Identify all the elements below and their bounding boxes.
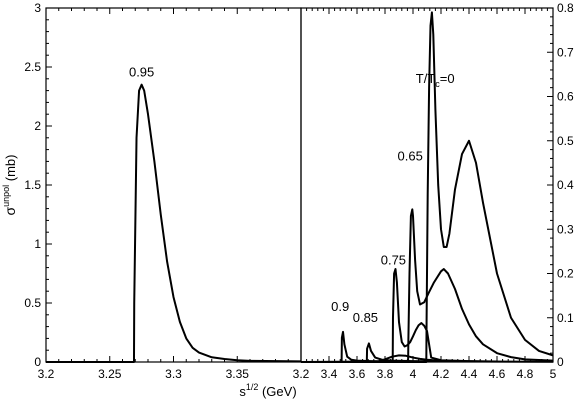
right-x-tick-label: 4.6 xyxy=(489,367,506,381)
right-series-curve xyxy=(301,208,554,363)
left-series-curve xyxy=(46,83,302,363)
right-y-tick-label: 0.2 xyxy=(557,267,574,281)
right-x-tick-label: 4.4 xyxy=(461,367,478,381)
right-x-ticks: 3.2 3.4 3.6 3.8 4 4.2 4.4 4.6 4.8 5 xyxy=(293,8,557,381)
right-x-tick-label: 3.6 xyxy=(349,367,366,381)
y-axis-label: σunpol (mb) xyxy=(1,154,18,215)
right-series-curve xyxy=(301,342,484,363)
left-panel: 3.2 3.25 3.3 3.35 0 0.5 1 1.5 2 2.5 3 0.95 xyxy=(24,1,302,381)
right-series-label: 0.9 xyxy=(331,299,349,314)
left-y-tick-label: 0 xyxy=(34,355,41,369)
right-y-tick-label: 0.6 xyxy=(557,90,574,104)
right-y-tick-label: 0.8 xyxy=(557,1,574,15)
right-y-tick-label: 0.3 xyxy=(557,222,574,236)
left-curves xyxy=(46,83,302,363)
right-x-tick-label: 3.4 xyxy=(321,367,338,381)
x-axis-label: s1/2 (GeV) xyxy=(239,382,296,399)
right-x-tick-label: 4.8 xyxy=(517,367,534,381)
left-y-tick-label: 1 xyxy=(34,237,41,251)
left-y-tick-label: 2.5 xyxy=(24,60,41,74)
right-y-tick-label: 0.5 xyxy=(557,134,574,148)
left-x-ticks: 3.2 3.25 3.3 3.35 xyxy=(38,8,302,381)
right-x-tick-label: 3.2 xyxy=(293,367,310,381)
right-x-tick-label: 4.2 xyxy=(433,367,450,381)
temperature-annotation: T/Tc=0 xyxy=(416,71,455,89)
right-curves xyxy=(300,11,554,363)
left-x-tick-label: 3.35 xyxy=(226,367,250,381)
left-y-tick-label: 3 xyxy=(34,1,41,15)
right-series-label: 0.75 xyxy=(381,253,406,268)
left-y-ticks: 0 0.5 1 1.5 2 2.5 3 xyxy=(24,1,52,369)
right-y-tick-label: 0.4 xyxy=(557,178,574,192)
right-series-curve xyxy=(301,268,498,363)
right-x-tick-label: 5 xyxy=(550,367,557,381)
right-series-curve xyxy=(301,11,554,363)
right-y-tick-label: 0.1 xyxy=(557,311,574,325)
right-y-tick-label: 0 xyxy=(557,355,564,369)
left-x-tick-label: 3.25 xyxy=(98,367,122,381)
left-x-tick-label: 3.3 xyxy=(165,367,182,381)
left-curve-labels: 0.95 xyxy=(129,64,154,79)
right-x-tick-label: 4 xyxy=(410,367,417,381)
right-y-ticks: 0 0.1 0.2 0.3 0.4 0.5 0.6 0.7 0.8 xyxy=(547,1,574,369)
right-curve-labels: 0.9 0.85 0.75 0.65 xyxy=(331,149,423,326)
left-x-tick-label: 3.2 xyxy=(38,367,55,381)
left-panel-frame xyxy=(45,7,302,363)
left-y-tick-label: 0.5 xyxy=(24,296,41,310)
right-series-label: 0.65 xyxy=(398,149,423,164)
left-y-tick-label: 1.5 xyxy=(24,178,41,192)
left-series-label: 0.95 xyxy=(129,64,154,79)
right-y-tick-label: 0.7 xyxy=(557,45,574,59)
right-panel: 3.2 3.4 3.6 3.8 4 4.2 4.4 4.6 4.8 5 0 0.1 0.2 0.3 0.4… xyxy=(293,1,574,381)
right-x-tick-label: 3.8 xyxy=(377,367,394,381)
right-series-label: 0.85 xyxy=(353,310,378,325)
left-y-tick-label: 2 xyxy=(34,119,41,133)
